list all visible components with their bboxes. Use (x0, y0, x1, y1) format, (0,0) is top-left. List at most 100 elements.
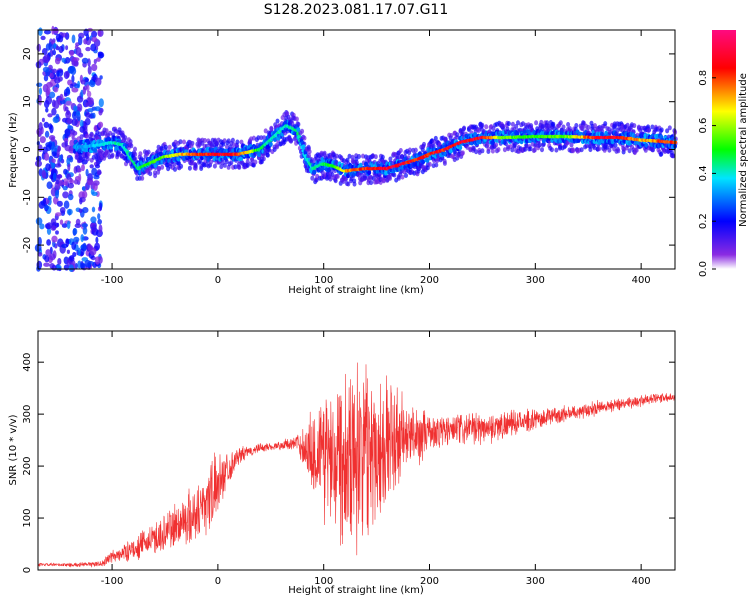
spectrogram-noise-cell (91, 206, 96, 213)
spectrogram-noise-cell (53, 86, 59, 93)
spectrogram-halo-cell (146, 149, 151, 155)
spectrogram-halo-cell (480, 122, 485, 128)
spectrogram-halo-cell (603, 121, 608, 127)
spectrogram-noise-cell (54, 163, 62, 168)
spectrogram-halo-cell (229, 160, 234, 166)
spectrogram-noise-cell (97, 219, 102, 225)
spectrogram-noise-cell (62, 191, 69, 199)
spectrogram-noise-cell (71, 74, 75, 83)
spectrogram-noise-cell (55, 212, 62, 217)
spectrogram-noise-cell (59, 93, 64, 101)
spectrogram-noise-cell (43, 121, 50, 128)
spectrogram-x-axis-label: Height of straight line (km) (288, 285, 424, 296)
spectrogram-halo-cell (85, 156, 90, 162)
spectrogram-halo-cell (163, 144, 168, 150)
spectrogram-halo-cell (269, 125, 274, 131)
spectrogram-halo-cell (580, 124, 584, 130)
spectrogram-halo-cell (343, 176, 348, 182)
spectrogram-halo-cell (616, 148, 621, 154)
spectrogram-halo-cell (253, 159, 258, 165)
spectrogram-halo-cell (551, 121, 556, 127)
spectrogram-halo-cell (593, 123, 597, 129)
spectrogram-band-cell (239, 156, 244, 162)
spectrogram-noise-cell (45, 163, 51, 172)
spectrogram-noise-cell (87, 65, 92, 75)
colorbar-tick-label: 0.4 (698, 165, 709, 181)
spectrogram-noise-cell (91, 36, 98, 43)
spectrogram-noise-cell (86, 33, 90, 41)
spectrogram-halo-cell (222, 162, 227, 168)
spectrogram-halo-cell (650, 124, 655, 130)
spectrogram-noise-cell (41, 117, 45, 123)
spectrogram-noise-cell (85, 168, 89, 177)
spectrogram-noise-cell (80, 262, 86, 270)
spectrogram-noise-cell (45, 144, 52, 152)
spectrogram-noise-cell (84, 117, 91, 126)
spectrogram-halo-cell (634, 147, 639, 153)
y-tick-label: -20 (22, 237, 33, 253)
spectrogram-halo-cell (307, 149, 312, 155)
spectrogram-noise-cell (78, 36, 83, 46)
spectrogram-noise-cell (94, 106, 101, 112)
spectrogram-halo-cell (540, 123, 545, 129)
spectrogram-halo-cell (261, 156, 266, 162)
spectrogram-halo-cell (510, 147, 515, 153)
spectrogram-noise-cell (66, 118, 73, 125)
spectrogram-halo-cell (347, 153, 352, 159)
spectrogram-noise-cell (91, 224, 97, 233)
colorbar-tick-label: 0.2 (698, 213, 709, 229)
spectrogram-noise-cell (93, 180, 100, 186)
spectrogram-halo-cell (173, 166, 177, 172)
spectrogram-halo-cell (138, 151, 143, 157)
spectrogram-noise-cell (53, 100, 60, 109)
spectrogram-halo-cell (219, 164, 224, 170)
x-tick-label: -100 (101, 275, 124, 286)
spectrogram-noise-cell (67, 193, 74, 201)
spectrogram-noise-cell (65, 100, 73, 106)
spectrogram-halo-cell (480, 148, 485, 154)
spectrogram-noise-cell (49, 91, 56, 99)
spectrogram-noise-cell (62, 181, 68, 186)
spectrogram-halo-cell (540, 147, 544, 153)
spectrogram-noise-cell (91, 30, 98, 38)
spectrogram-halo-cell (198, 159, 203, 164)
spectrogram-noise-cell (55, 113, 60, 119)
spectrogram-noise-cell (46, 181, 53, 189)
spectrogram-noise-cell (95, 77, 102, 86)
spectrogram-noise-cell (94, 164, 101, 169)
spectrogram-noise-cell (45, 249, 51, 257)
spectrogram-halo-cell (350, 154, 355, 160)
spectrogram-noise-cell (51, 107, 57, 116)
spectrogram-noise-cell (72, 252, 77, 257)
spectrogram-band-cell (358, 162, 363, 168)
x-tick-label: 100 (314, 275, 333, 286)
y-tick-label: -10 (22, 189, 33, 205)
spectrogram-noise-cell (50, 218, 57, 226)
spectrogram-halo-cell (357, 154, 361, 159)
spectrogram-halo-cell (434, 162, 439, 168)
spectrogram-noise-cell (78, 173, 82, 183)
spectrogram-halo-cell (398, 148, 403, 153)
spectrogram-halo-cell (529, 123, 534, 129)
colorbar-tick-label: 0.0 (698, 261, 709, 277)
spectrogram-noise-cell (67, 163, 71, 172)
colorbar: 0.0 0.2 0.4 0.6 0.8 Normalized spectral ampl… (698, 30, 749, 277)
spectrogram-noise-cell (71, 241, 77, 250)
spectrogram-halo-cell (503, 141, 508, 147)
spectrogram-halo-cell (333, 178, 338, 184)
y-tick-label: 0 (22, 146, 33, 152)
spectrogram-noise-cell (45, 107, 49, 113)
spectrogram-halo-cell (455, 132, 460, 138)
spectrogram-noise-cell (81, 57, 89, 64)
spectrogram-noise-cell (84, 77, 90, 83)
spectrogram-halo-cell (262, 135, 267, 141)
spectrogram-halo-cell (407, 147, 412, 153)
spectrogram-y-axis-label: Frequency (Hz) (8, 112, 19, 188)
spectrogram-halo-cell (392, 172, 397, 178)
spectrogram-noise-cell (94, 242, 100, 251)
spectrogram-halo-cell (300, 128, 305, 134)
spectrogram-noise-cell (63, 200, 70, 209)
spectrogram-halo-cell (607, 147, 612, 153)
spectrogram-noise-cell (91, 191, 98, 196)
